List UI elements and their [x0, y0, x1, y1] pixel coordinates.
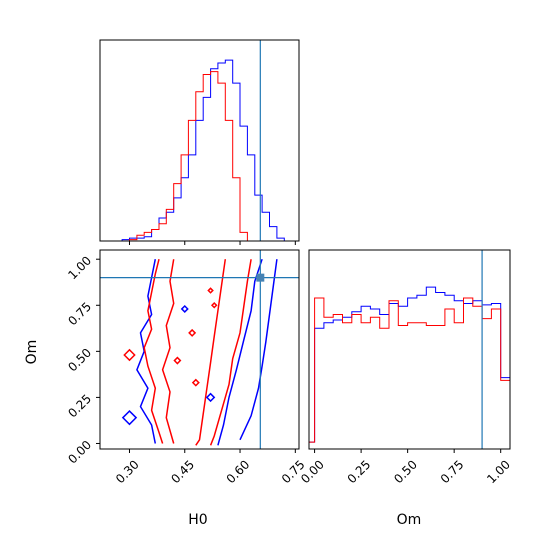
y-axis-title-om: Om — [24, 340, 40, 365]
hist-h0-series-2 — [100, 71, 299, 242]
contour-1 — [239, 259, 278, 441]
tick-label-om-x-3: 0.75 — [438, 457, 467, 486]
contour-2 — [217, 258, 263, 446]
tick-label-om-y-2: 0.50 — [65, 346, 94, 375]
hist-om-series-1 — [308, 286, 511, 449]
x-axis-title-h0: H0 — [188, 512, 207, 528]
tick-labels-om-y: 0.00 0.25 0.50 0.75 1.00 — [65, 253, 94, 466]
panel-joint — [96, 249, 300, 453]
tick-labels-om-x: 0.00 0.25 0.50 0.75 1.00 — [298, 457, 513, 486]
tick-marks-h0-top — [128, 241, 296, 245]
tick-label-om-x-4: 1.00 — [484, 457, 513, 486]
tick-label-h0-1: 0.45 — [168, 457, 197, 486]
truth-marker — [256, 273, 265, 282]
tick-marks-om-hist — [314, 449, 502, 453]
tick-label-om-y-3: 0.75 — [65, 299, 94, 328]
contour-island-5 — [173, 356, 182, 365]
hist-h0-series-1 — [100, 59, 299, 242]
tick-labels-h0: 0.30 0.45 0.60 0.75 — [113, 457, 308, 486]
tick-label-om-y-1: 0.25 — [65, 392, 94, 421]
hist-om-series-2 — [308, 297, 511, 449]
contour-island-6 — [188, 328, 197, 337]
tick-label-om-x-0: 0.00 — [298, 457, 327, 486]
contour-island-7 — [191, 378, 200, 387]
panel-frame-joint — [99, 249, 300, 450]
contour-island-8 — [210, 302, 218, 309]
contour-6 — [161, 259, 175, 444]
panel-hist-om — [308, 249, 511, 453]
contour-island-3 — [205, 392, 216, 403]
tick-label-h0-2: 0.60 — [224, 457, 253, 486]
tick-label-om-x-2: 0.50 — [391, 457, 420, 486]
tick-label-h0-0: 0.30 — [113, 457, 142, 486]
contour-island-9 — [207, 287, 214, 294]
contour-island-1 — [121, 409, 138, 426]
hist-h0-series — [100, 59, 299, 242]
contour-island-2 — [180, 304, 189, 313]
contour-5 — [195, 259, 227, 446]
tick-marks-joint — [96, 258, 296, 453]
contour-lines — [121, 258, 278, 446]
tick-label-om-y-0: 0.00 — [65, 438, 94, 467]
panel-frame-hist-h0 — [99, 39, 300, 242]
panel-hist-h0 — [99, 39, 300, 245]
contour-7 — [143, 259, 164, 444]
hist-om-series — [308, 286, 511, 449]
contour-4 — [209, 259, 252, 446]
tick-label-om-y-4: 1.00 — [65, 253, 94, 282]
x-axis-title-om: Om — [397, 512, 422, 528]
contour-island-4 — [123, 348, 136, 362]
tick-label-om-x-1: 0.25 — [345, 457, 374, 486]
panel-frame-hist-om — [308, 249, 511, 450]
